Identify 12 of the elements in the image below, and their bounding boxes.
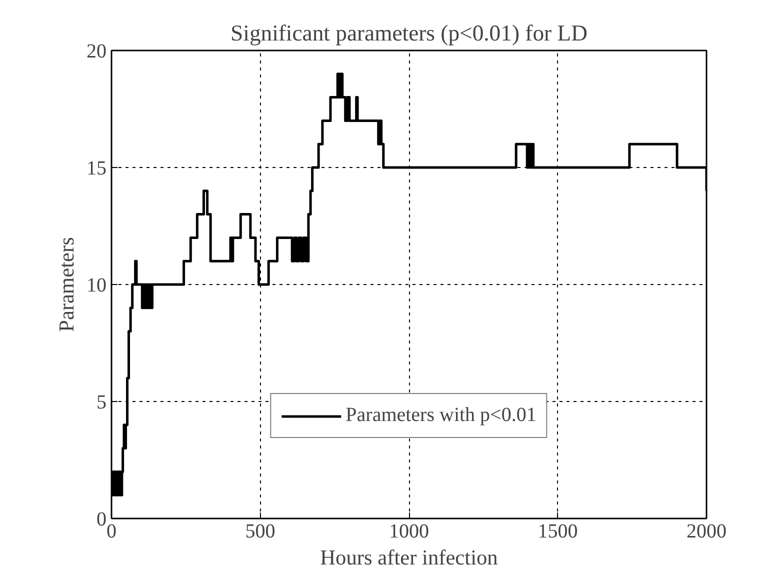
x-tick-label: 1500 (538, 520, 578, 542)
x-tick-label: 2000 (686, 520, 726, 542)
x-tick-label: 1000 (389, 520, 429, 542)
y-tick-label: 20 (86, 40, 106, 62)
legend-label: Parameters with p<0.01 (346, 404, 536, 427)
y-tick-label: 10 (86, 274, 106, 296)
chart-title: Significant parameters (p<0.01) for LD (230, 20, 588, 46)
x-axis-title: Hours after infection (320, 546, 498, 570)
y-tick-label: 15 (86, 158, 106, 180)
y-axis-title: Parameters (54, 237, 78, 332)
x-tick-label: 500 (245, 520, 276, 542)
y-tick-label: 5 (96, 392, 106, 414)
